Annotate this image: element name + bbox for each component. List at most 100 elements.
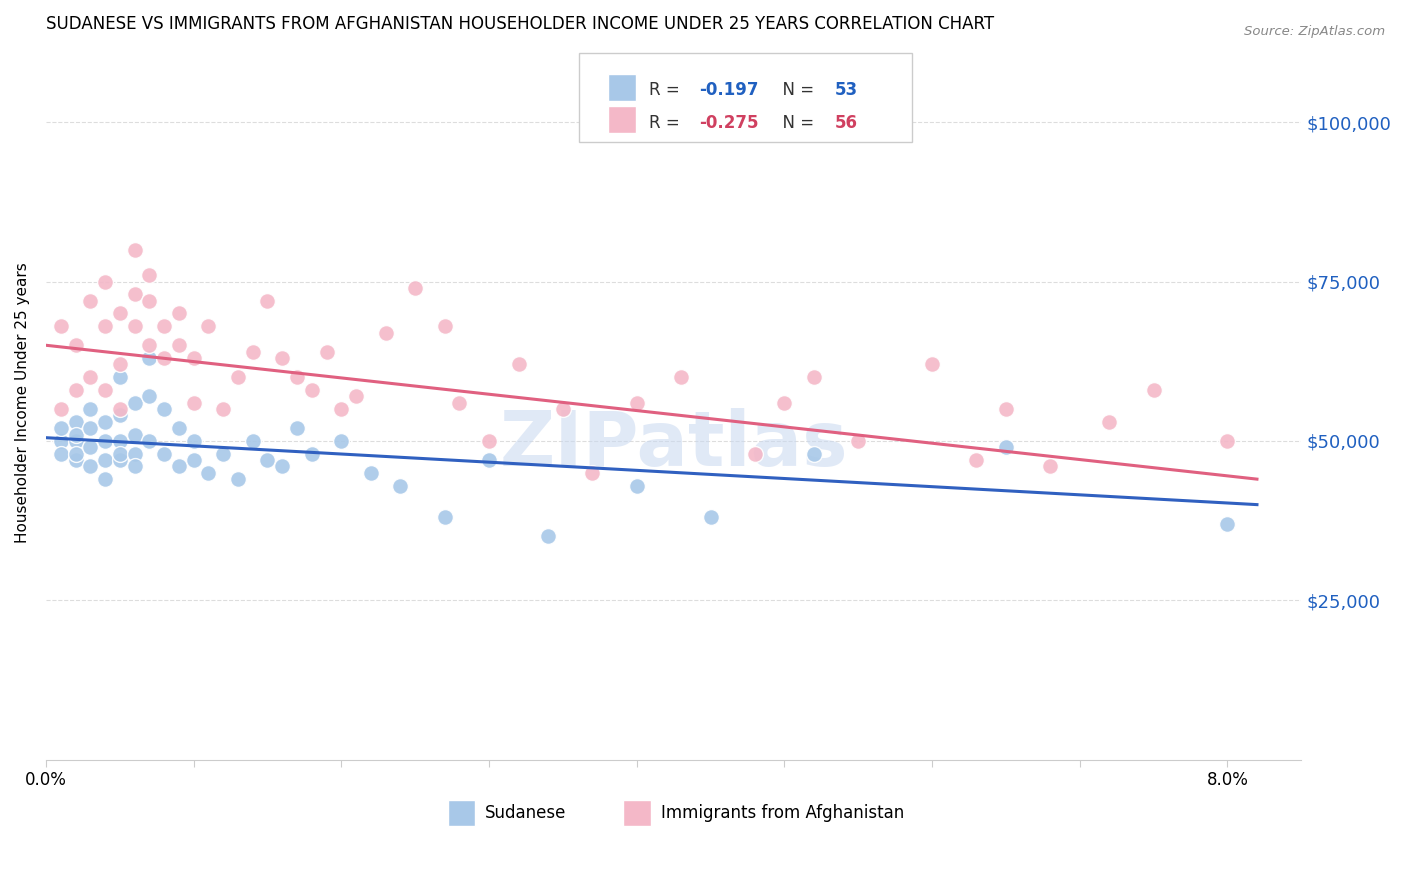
Point [226, 472, 249, 486]
Point [79, 440, 101, 454]
Point [1216, 434, 1239, 448]
Point [108, 447, 131, 461]
Point [124, 243, 146, 257]
Point [108, 409, 131, 423]
Point [197, 319, 219, 334]
Point [271, 459, 294, 474]
Point [108, 370, 131, 384]
Point [167, 306, 190, 320]
Point [108, 402, 131, 417]
Point [965, 453, 987, 467]
Point [212, 402, 235, 417]
Point [65, 447, 87, 461]
Point [699, 510, 721, 524]
Text: 56: 56 [834, 114, 858, 132]
Point [994, 440, 1017, 454]
Point [65, 427, 87, 442]
Point [183, 351, 205, 365]
Point [551, 402, 574, 417]
Point [803, 370, 825, 384]
Point [108, 434, 131, 448]
FancyBboxPatch shape [447, 800, 475, 826]
Point [94, 453, 117, 467]
Text: R =: R = [648, 81, 685, 99]
Point [242, 344, 264, 359]
Point [49, 421, 72, 435]
Point [138, 351, 160, 365]
Text: N =: N = [772, 81, 818, 99]
Point [1098, 415, 1121, 429]
Point [197, 466, 219, 480]
Point [478, 434, 501, 448]
FancyBboxPatch shape [579, 53, 912, 142]
Point [183, 453, 205, 467]
Point [138, 389, 160, 403]
Point [94, 275, 117, 289]
Point [537, 529, 560, 543]
Text: 53: 53 [834, 81, 858, 99]
Point [449, 395, 471, 409]
Point [744, 447, 766, 461]
Point [94, 472, 117, 486]
Point [49, 402, 72, 417]
Point [256, 453, 278, 467]
Point [994, 402, 1017, 417]
Point [626, 395, 648, 409]
Point [79, 402, 101, 417]
Point [1142, 383, 1164, 397]
Point [226, 370, 249, 384]
Point [301, 383, 323, 397]
Point [65, 415, 87, 429]
Point [285, 421, 308, 435]
Point [242, 434, 264, 448]
Point [108, 453, 131, 467]
Point [404, 281, 426, 295]
Point [1216, 516, 1239, 531]
Point [669, 370, 692, 384]
Point [138, 338, 160, 352]
Point [65, 383, 87, 397]
Point [153, 402, 176, 417]
Text: SUDANESE VS IMMIGRANTS FROM AFGHANISTAN HOUSEHOLDER INCOME UNDER 25 YEARS CORREL: SUDANESE VS IMMIGRANTS FROM AFGHANISTAN … [46, 15, 994, 33]
Point [79, 293, 101, 308]
Point [330, 434, 353, 448]
FancyBboxPatch shape [609, 106, 636, 134]
Point [138, 434, 160, 448]
Point [212, 447, 235, 461]
Point [508, 358, 530, 372]
Point [167, 338, 190, 352]
Text: N =: N = [772, 114, 818, 132]
Point [1039, 459, 1062, 474]
Point [344, 389, 367, 403]
Point [360, 466, 382, 480]
Text: -0.197: -0.197 [699, 81, 758, 99]
Point [153, 319, 176, 334]
Point [271, 351, 294, 365]
Point [65, 338, 87, 352]
Point [94, 383, 117, 397]
Point [138, 268, 160, 282]
Point [315, 344, 337, 359]
Point [389, 478, 412, 492]
Point [124, 459, 146, 474]
Point [478, 453, 501, 467]
Point [803, 447, 825, 461]
Point [374, 326, 396, 340]
Point [773, 395, 796, 409]
Point [846, 434, 869, 448]
Point [65, 434, 87, 448]
Point [433, 510, 456, 524]
Point [153, 447, 176, 461]
Point [94, 415, 117, 429]
Point [301, 447, 323, 461]
Text: Sudanese: Sudanese [485, 805, 567, 822]
Point [124, 319, 146, 334]
FancyBboxPatch shape [609, 73, 636, 101]
Point [153, 351, 176, 365]
Point [79, 370, 101, 384]
Point [433, 319, 456, 334]
Text: -0.275: -0.275 [699, 114, 758, 132]
Point [79, 421, 101, 435]
Point [581, 466, 603, 480]
Point [167, 459, 190, 474]
